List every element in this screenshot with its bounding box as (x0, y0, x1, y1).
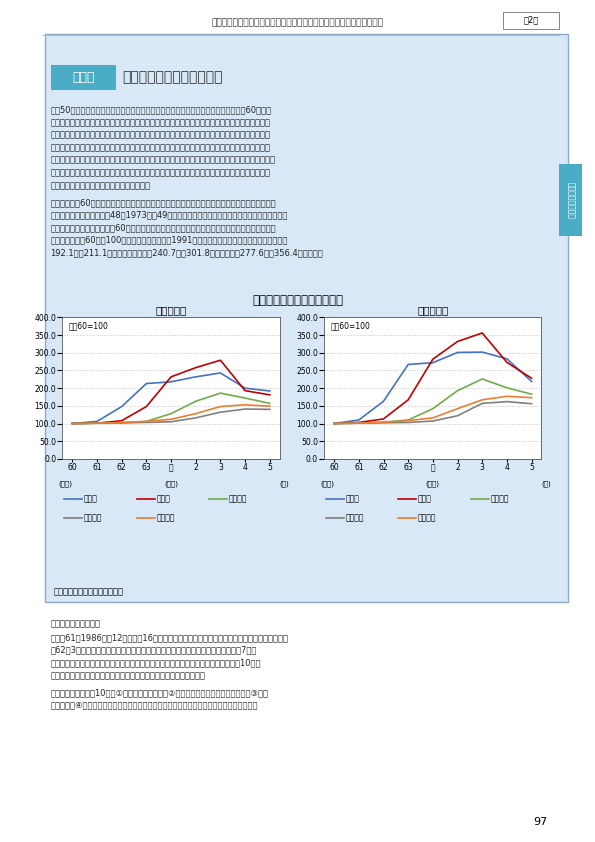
Text: バブル期の地価上昇の動向: バブル期の地価上昇の動向 (122, 71, 223, 84)
Text: 程度であったのに対し，昭和60年代の東京圈や大阪圈の地価上昇率は，全国平均をはるかに上回っ: 程度であったのに対し，昭和60年代の東京圈や大阪圈の地価上昇率は，全国平均をはる… (51, 223, 276, 232)
Text: 名古屋圈: 名古屋圈 (490, 495, 509, 504)
Text: 土地に関する動向: 土地に関する動向 (566, 182, 575, 219)
Text: (年): (年) (541, 480, 550, 487)
Text: 昭和60=100: 昭和60=100 (331, 322, 371, 331)
Text: に影響して地価上昇が始まった。地価上昇は，土地の割安感や投資先としての選好などの理由によ: に影響して地価上昇が始まった。地価上昇は，土地の割安感や投資先としての選好などの… (51, 168, 271, 178)
Text: 入ってからは，都心部における地価上昇が全国に波及した。用途別にみると，商業地，特に業務集: 入ってからは，都心部における地価上昇が全国に波及した。用途別にみると，商業地，特… (51, 118, 271, 127)
Text: (昭和): (昭和) (58, 480, 73, 487)
Text: 東京圈: 東京圈 (346, 495, 359, 504)
Text: 全国平均: 全国平均 (156, 514, 175, 522)
Text: 大阪圈: 大阪圈 (418, 495, 432, 504)
Text: 昭和50年代末には，商業地の地価は，東京の中心部において上昇の兆しが現れ，昭和60年代に: 昭和50年代末には，商業地の地価は，東京の中心部において上昇の兆しが現れ，昭和6… (51, 105, 272, 115)
Text: 地価公示でみた場合の昭和48（1973），49年の地価上昇率は，全国平均，三大都市圈ともほぼ同: 地価公示でみた場合の昭和48（1973），49年の地価上昇率は，全国平均，三大都… (51, 210, 288, 220)
Text: 明治期からの我が国における土地をめぐる状況の変化と土地政策の変遷: 明治期からの我が国における土地をめぐる状況の変化と土地政策の変遷 (211, 19, 384, 28)
Text: これを受けて同年10月，①土地取引の適正化，②旧国鉄用地，　国公有地の処分，③規制: これを受けて同年10月，①土地取引の適正化，②旧国鉄用地， 国公有地の処分，③規… (51, 688, 268, 697)
Text: 中間報告として「当面の地価等土地対策に関する答申」が行われた。: 中間報告として「当面の地価等土地対策に関する答申」が行われた。 (51, 671, 206, 680)
Text: 名古屋圈: 名古屋圈 (228, 495, 247, 504)
Title: 【住宅地】: 【住宅地】 (155, 306, 187, 315)
Text: 等の業務地化に伴う住宅地の買い換え需要の増大，投機的取引等が金融緩和状況を背景として複合的: 等の業務地化に伴う住宅地の買い換え需要の増大，投機的取引等が金融緩和状況を背景と… (51, 156, 275, 165)
Text: 大阪圈: 大阪圈 (156, 495, 170, 504)
Text: (平成): (平成) (164, 480, 178, 487)
Text: 昭和61（1986）年12月，関係16省庁の大臣からなる「地価対策関係阁僚会議」が設置され，: 昭和61（1986）年12月，関係16省庁の大臣からなる「地価対策関係阁僚会議」… (51, 633, 289, 642)
Text: 発足した新行革に「土地対策検討委員会」（逆称，「土地臨調」）が設けられ，同年10月に: 発足した新行革に「土地対策検討委員会」（逆称，「土地臨調」）が設けられ，同年10… (51, 658, 261, 668)
Text: 97: 97 (533, 817, 547, 827)
Text: 上の措置，④都市再開発，住宅・宅地開発の促進等を内容とする「紧急土地対策要綱」が間: 上の措置，④都市再開発，住宅・宅地開発の促進等を内容とする「紧急土地対策要綱」が… (51, 701, 258, 710)
Text: (年): (年) (279, 480, 289, 487)
Text: 地方平均: 地方平均 (346, 514, 364, 522)
Text: 東京圈: 東京圈 (84, 495, 98, 504)
Text: 192.1，　211.1に対し，　東京圈で240.7，　301.8，　大阪圈で277.6，　356.4であった。: 192.1， 211.1に対し， 東京圈で240.7， 301.8， 大阪圈で2… (51, 248, 323, 258)
Text: コラム: コラム (72, 71, 95, 84)
Text: 全国平均: 全国平均 (418, 514, 437, 522)
Text: 地方平均: 地方平均 (84, 514, 102, 522)
Text: 昭和60=100: 昭和60=100 (69, 322, 109, 331)
Text: 第2章: 第2章 (523, 16, 538, 24)
Title: 【商業地】: 【商業地】 (417, 306, 449, 315)
Text: 資料：国土交通省「地価公示」: 資料：国土交通省「地価公示」 (54, 588, 124, 597)
Text: (昭和): (昭和) (320, 480, 334, 487)
Text: て推移し，昭和60年を100とした場合の平成３（1991）年の住宅地・商業地の地価は全国平均で: て推移し，昭和60年を100とした場合の平成３（1991）年の住宅地・商業地の地… (51, 236, 288, 245)
Text: なお，昭和60年代以降の地価高騰の特徴は，地価上昇の地域別格差が著しく大きいことである。: なお，昭和60年代以降の地価高騰の特徴は，地価上昇の地域別格差が著しく大きいこと… (51, 198, 276, 207)
Text: （紧急土地対策要綱）: （紧急土地対策要綱） (51, 619, 101, 628)
Text: (平成): (平成) (426, 480, 440, 487)
Text: 図表　公示地価の指数の推移: 図表 公示地価の指数の推移 (252, 295, 343, 307)
Text: り，周辺地域及び他の主要都市へ波及した。: り，周辺地域及び他の主要都市へ波及した。 (51, 181, 151, 190)
Text: 翌62年3月に「地価対策の検討方针」について申し合わせがなされた。また，同年7月に: 翌62年3月に「地価対策の検討方针」について申し合わせがなされた。また，同年7月… (51, 646, 257, 655)
Text: 価が上昇するという傾向がみられた。当初は東京圈において事務所ビル需要の急激な増大，都心部: 価が上昇するという傾向がみられた。当初は東京圈において事務所ビル需要の急激な増大… (51, 143, 271, 152)
Text: 積の大きな都心の中心商業地が著しい地価上昇を示した後，周辺の商業地，さらには住宅地等の地: 積の大きな都心の中心商業地が著しい地価上昇を示した後，周辺の商業地，さらには住宅… (51, 131, 271, 140)
